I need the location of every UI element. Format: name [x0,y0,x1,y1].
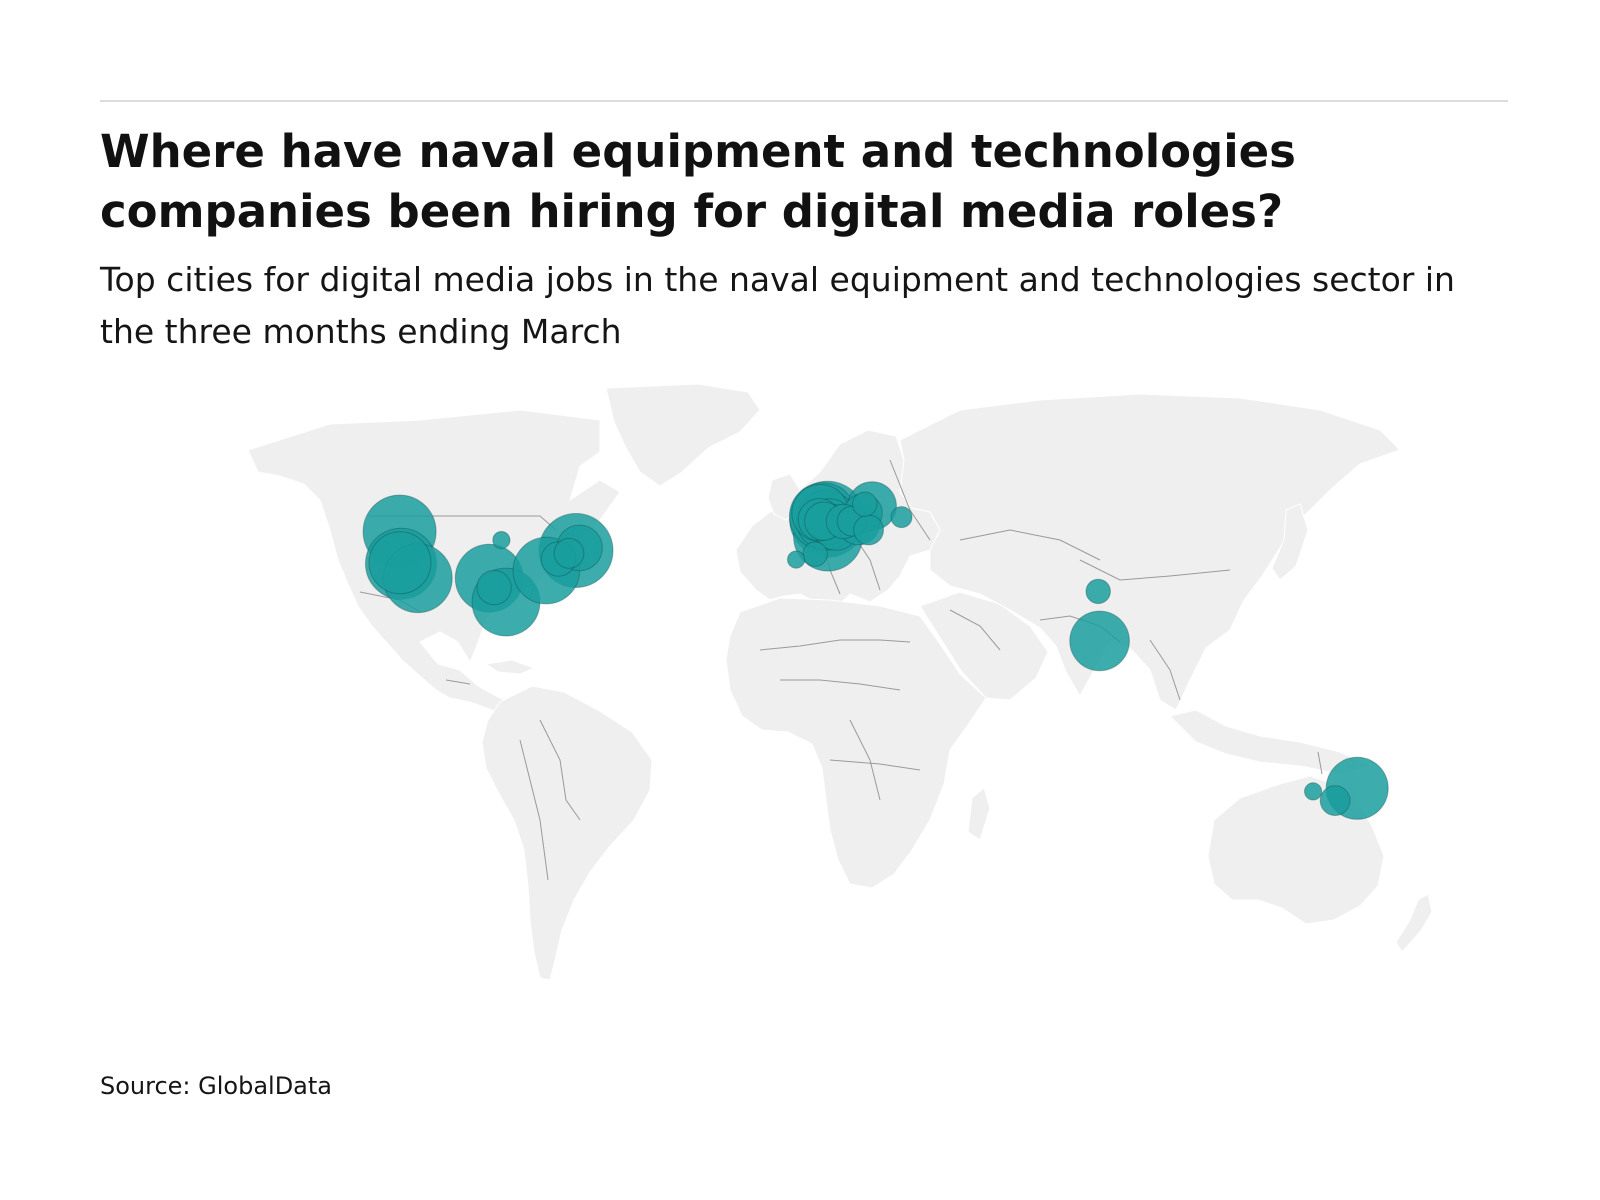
land-madagascar [967,787,991,841]
land-japan [1271,503,1309,581]
border-congo [849,719,881,801]
land-asia [899,393,1401,711]
border-africa-south [829,759,921,771]
city-bubble-30 [852,491,878,517]
land-africa [725,597,987,889]
chart-title: Where have naval equipment and technolog… [100,125,1296,238]
top-rule [100,100,1508,102]
land-caribbean [484,659,536,675]
bubble-layer [362,480,1389,820]
border-russia-west [889,459,931,541]
land-south-america [481,685,653,981]
city-bubble-31 [802,541,828,567]
border-middle-east [949,609,1001,651]
border-sahara [759,639,911,651]
border-andes [519,739,549,881]
chart-subtitle: Top cities for digital media jobs in the… [100,260,1455,351]
land-middle-east [919,591,1049,701]
city-bubble-23 [476,569,512,606]
land-greenland [605,383,761,487]
border-africa-mid [780,679,901,691]
world-map-svg [247,383,1433,981]
city-bubble-34 [492,531,511,550]
city-bubble-36 [1304,782,1323,801]
city-bubble-35 [787,550,806,569]
border-central-asia [959,529,1101,561]
city-bubble-32 [1085,578,1111,605]
border-brazil [539,719,581,821]
border-png [1317,751,1323,775]
city-bubble-26 [553,537,585,569]
city-bubble-13 [1069,610,1130,672]
world-map [0,380,1600,1020]
border-se-asia [1149,639,1181,701]
city-bubble-33 [890,506,913,529]
border-mexico-south [445,679,471,685]
land-new-zealand [1395,893,1433,953]
border-china [1079,559,1231,581]
city-bubble-10 [368,531,432,595]
city-bubble-28 [853,514,884,546]
source-note: Source: GlobalData [100,1072,333,1100]
city-bubble-29 [1319,785,1351,817]
